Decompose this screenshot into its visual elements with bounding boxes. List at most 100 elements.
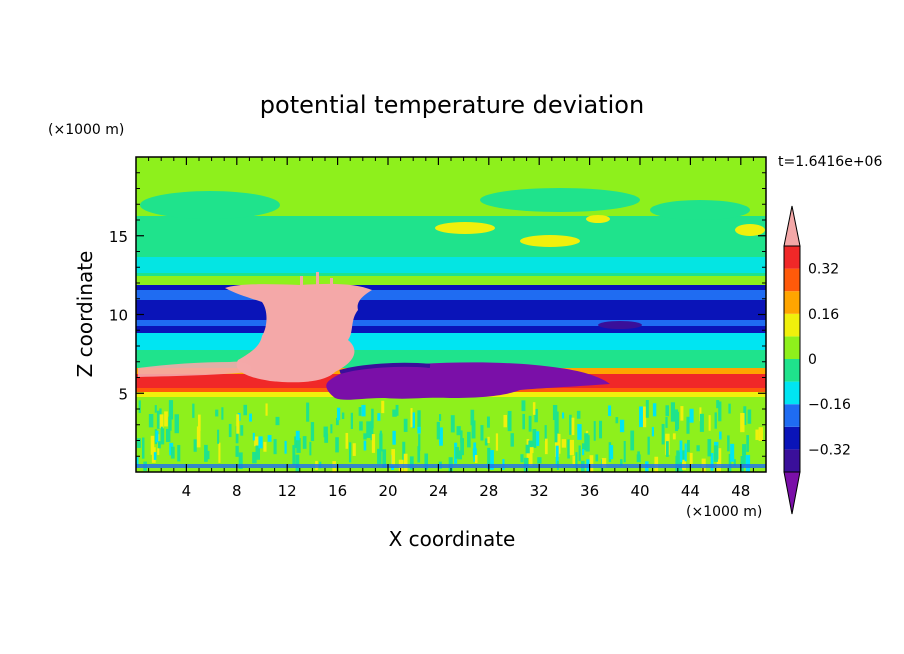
- turbulence-streak: [713, 445, 718, 462]
- turbulence-streak: [745, 454, 751, 472]
- turbulence-streak: [235, 445, 239, 457]
- turbulence-streak: [718, 448, 722, 467]
- purple-patch: [598, 321, 642, 329]
- turbulence-streak: [707, 439, 712, 457]
- turbulence-streak: [637, 451, 640, 459]
- turbulence-streak: [215, 409, 219, 417]
- yellow-patch: [435, 222, 495, 234]
- chart-title: potential temperature deviation: [260, 91, 644, 119]
- turbulence-streak: [335, 437, 339, 453]
- turbulence-streak: [155, 430, 159, 443]
- x-tick-label: 28: [479, 482, 498, 500]
- anvil-layer: [136, 285, 766, 368]
- turbulence-streak: [473, 442, 477, 462]
- x-tick-label: 44: [681, 482, 700, 500]
- turbulence-streak: [263, 441, 267, 452]
- turbulence-streak: [205, 450, 210, 460]
- turbulence-streak: [567, 439, 570, 459]
- turbulence-streak: [148, 414, 154, 428]
- turbulence-streak: [609, 445, 614, 460]
- colorbar-frame: [783, 245, 801, 473]
- turbulence-streak: [323, 426, 328, 438]
- turbulence-streak: [409, 456, 414, 470]
- upper-teal-patch: [140, 191, 280, 219]
- turbulence-streak: [665, 441, 669, 457]
- yellow-patch: [735, 224, 765, 236]
- turbulence-streak: [554, 428, 558, 443]
- turbulence-streak: [306, 402, 310, 422]
- turbulence-streak: [585, 435, 590, 452]
- turbulence-streak: [645, 400, 649, 418]
- turbulence-streak: [267, 434, 272, 442]
- turbulence-streak: [450, 415, 455, 433]
- turbulence-streak: [258, 436, 263, 449]
- turbulence-streak: [575, 452, 578, 469]
- turbulence-streak: [168, 400, 174, 420]
- colorbar-tick-label: −0.16: [808, 397, 851, 413]
- colorbar-segment: [784, 268, 800, 292]
- turbulence-streak: [665, 405, 669, 417]
- turbulence-streak: [166, 428, 171, 443]
- turbulence-streak: [661, 423, 665, 445]
- turbulence-streak: [467, 431, 471, 448]
- turbulence-streak: [556, 433, 561, 454]
- y-tick-label: 15: [109, 228, 128, 246]
- turbulence-streak: [719, 431, 722, 440]
- turbulence-streak: [218, 442, 221, 463]
- turbulence-streak: [528, 440, 533, 448]
- turbulence-streak: [484, 438, 488, 446]
- turbulence-streak: [507, 410, 512, 432]
- turbulence-streak: [487, 436, 490, 444]
- plume-lower-extension: [138, 361, 252, 377]
- turbulence-streak: [716, 400, 720, 409]
- colorbar-lower-extension: [783, 471, 801, 515]
- turbulence-streak: [217, 429, 220, 444]
- turbulence-streak: [324, 433, 329, 443]
- turbulence-streak: [361, 404, 366, 417]
- turbulence-streak: [536, 431, 540, 446]
- turbulence-streak: [615, 417, 619, 424]
- turbulence-streak: [377, 448, 382, 464]
- turbulence-streak: [699, 413, 704, 432]
- turbulence-streak: [561, 439, 567, 448]
- turbulence-streak: [636, 454, 641, 463]
- turbulence-streak: [456, 426, 461, 436]
- turbulence-streak: [366, 421, 371, 438]
- colorbar: 0.32 0.16 0 −0.16 −0.32: [783, 205, 851, 515]
- plume-spike: [316, 272, 319, 286]
- turbulence-streak: [402, 441, 406, 461]
- turbulence-streak: [675, 455, 679, 472]
- turbulence-streak: [164, 411, 168, 427]
- turbulence-streak: [670, 402, 676, 422]
- turbulence-streak: [197, 414, 201, 431]
- x-tick-label: 20: [378, 482, 397, 500]
- turbulence-streak: [249, 413, 252, 422]
- turbulence-streak: [608, 405, 612, 417]
- turbulence-streak: [480, 425, 484, 441]
- turbulence-streak: [522, 413, 525, 430]
- turbulence-streak: [571, 417, 575, 436]
- upper-teal-patch: [650, 200, 750, 220]
- turbulence-streak: [417, 410, 421, 427]
- turbulence-streak: [689, 452, 693, 466]
- turbulence-streak: [758, 427, 763, 441]
- turbulence-streak: [630, 430, 635, 451]
- turbulence-streak: [593, 421, 596, 441]
- upper-teal-patch: [480, 188, 640, 212]
- turbulence-streak: [528, 415, 532, 432]
- x-tick-label: 24: [429, 482, 448, 500]
- turbulence-streak: [572, 455, 576, 465]
- turbulence-streak: [639, 406, 644, 428]
- turbulence-streak: [417, 446, 421, 463]
- plume-spike: [300, 276, 303, 288]
- cold-pool: [326, 362, 610, 400]
- turbulence-streak: [153, 452, 157, 460]
- upper-layer: [136, 188, 766, 276]
- turbulence-streak: [157, 441, 161, 449]
- turbulence-streak: [521, 400, 526, 412]
- turbulence-streak: [150, 435, 155, 455]
- turbulence-streak: [379, 433, 383, 452]
- x-tick-label: 8: [232, 482, 242, 500]
- turbulence-streak: [292, 445, 296, 466]
- cyan-band: [136, 257, 766, 273]
